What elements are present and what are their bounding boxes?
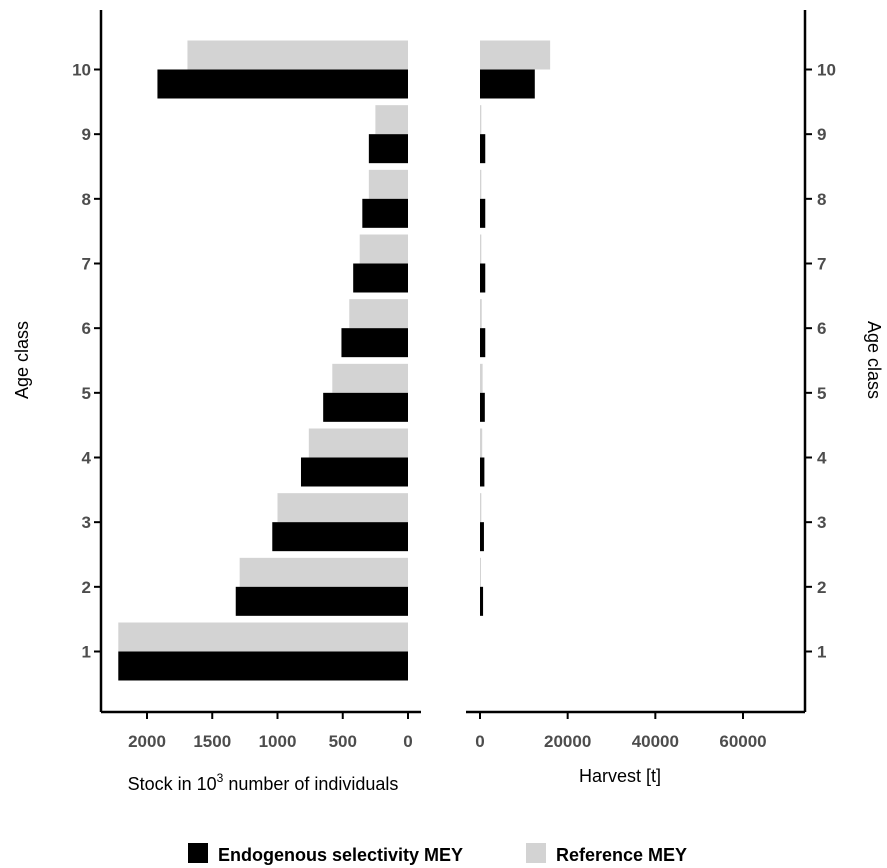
harvest-bar-reference bbox=[480, 105, 482, 135]
harvest-bar-endogenous bbox=[480, 522, 484, 552]
harvest-bar-endogenous bbox=[480, 392, 485, 422]
stock-bar-reference bbox=[308, 428, 408, 458]
harvest-y-tick-label: 1 bbox=[817, 643, 826, 662]
stock-bar-endogenous bbox=[157, 69, 408, 99]
stock-bar-endogenous bbox=[272, 522, 408, 552]
stock-bar-reference bbox=[187, 40, 408, 70]
stock-panel: 1 2 3 4 5 6 7 8 9 10 2000 1500 1000 500 0 bbox=[72, 10, 421, 751]
stock-bar-reference bbox=[277, 493, 408, 523]
stock-bar-reference bbox=[375, 105, 408, 135]
stock-y-tick-label: 4 bbox=[82, 449, 92, 468]
harvest-y-tick-label: 3 bbox=[817, 513, 826, 532]
harvest-bar-reference bbox=[480, 169, 482, 199]
stock-axis-title: Stock in 103 number of individuals bbox=[128, 771, 399, 794]
harvest-x-tick-label: 0 bbox=[475, 732, 484, 751]
stock-bar-endogenous bbox=[362, 198, 408, 228]
right-age-class-label: Age class bbox=[864, 321, 884, 399]
harvest-bar-reference bbox=[480, 299, 482, 329]
harvest-y-tick-label: 9 bbox=[817, 125, 826, 144]
stock-y-tick-label: 7 bbox=[82, 255, 91, 274]
harvest-y-tick-label: 2 bbox=[817, 578, 826, 597]
stock-y-tick-label: 1 bbox=[82, 643, 91, 662]
harvest-bar-reference bbox=[480, 234, 482, 264]
harvest-x-tick-label: 20000 bbox=[544, 732, 591, 751]
legend-label-endogenous: Endogenous selectivity MEY bbox=[218, 845, 463, 865]
harvest-bar-endogenous bbox=[480, 586, 484, 616]
stock-x-tick-label: 1000 bbox=[259, 732, 297, 751]
harvest-bar-endogenous bbox=[480, 457, 485, 487]
stock-y-tick-label: 8 bbox=[82, 190, 91, 209]
legend-swatch-reference bbox=[526, 843, 546, 863]
harvest-bar-endogenous bbox=[480, 134, 486, 164]
stock-y-tick-label: 2 bbox=[82, 578, 91, 597]
harvest-y-tick-label: 6 bbox=[817, 319, 826, 338]
harvest-x-tick-label: 40000 bbox=[632, 732, 679, 751]
stock-x-tick-label: 1500 bbox=[193, 732, 231, 751]
legend: Endogenous selectivity MEY Reference MEY bbox=[188, 843, 687, 865]
harvest-bar-reference bbox=[480, 493, 482, 523]
stock-bar-endogenous bbox=[118, 651, 408, 681]
stock-bar-endogenous bbox=[353, 263, 408, 293]
harvest-axis-title: Harvest [t] bbox=[579, 766, 661, 786]
stock-bar-endogenous bbox=[368, 134, 408, 164]
harvest-bar-reference bbox=[480, 557, 481, 587]
stock-y-tick-label: 10 bbox=[72, 61, 91, 80]
stock-y-tick-label: 9 bbox=[82, 125, 91, 144]
harvest-bar-endogenous bbox=[480, 198, 486, 228]
stock-bar-endogenous bbox=[235, 586, 408, 616]
harvest-bar-endogenous bbox=[480, 69, 535, 99]
harvest-bar-endogenous bbox=[480, 328, 486, 358]
stock-bar-reference bbox=[332, 363, 408, 393]
stock-bar-reference bbox=[359, 234, 408, 264]
stock-y-tick-label: 3 bbox=[82, 513, 91, 532]
stock-y-tick-label: 5 bbox=[82, 384, 91, 403]
harvest-y-tick-label: 7 bbox=[817, 255, 826, 274]
stock-bar-endogenous bbox=[323, 392, 408, 422]
stock-bar-endogenous bbox=[300, 457, 408, 487]
harvest-y-tick-label: 8 bbox=[817, 190, 826, 209]
stock-bar-endogenous bbox=[341, 328, 408, 358]
harvest-bar-endogenous bbox=[480, 263, 486, 293]
harvest-bar-reference bbox=[480, 40, 551, 70]
stock-y-tick-label: 6 bbox=[82, 319, 91, 338]
harvest-y-tick-label: 10 bbox=[817, 61, 836, 80]
harvest-bar-reference bbox=[480, 363, 483, 393]
harvest-panel: 1 2 3 4 5 6 7 8 9 10 0 20000 40000 60000 bbox=[466, 10, 836, 751]
stock-x-tick-label: 500 bbox=[329, 732, 357, 751]
harvest-y-tick-label: 4 bbox=[817, 449, 827, 468]
harvest-x-tick-label: 60000 bbox=[719, 732, 766, 751]
left-age-class-label: Age class bbox=[12, 321, 32, 399]
legend-swatch-endogenous bbox=[188, 843, 208, 863]
stock-bar-reference bbox=[118, 622, 408, 652]
stock-bar-reference bbox=[349, 299, 408, 329]
harvest-y-tick-label: 5 bbox=[817, 384, 826, 403]
harvest-bar-reference bbox=[480, 428, 483, 458]
stock-x-tick-label: 0 bbox=[403, 732, 412, 751]
stock-x-tick-label: 2000 bbox=[128, 732, 166, 751]
stock-bar-reference bbox=[368, 169, 408, 199]
stock-bar-reference bbox=[239, 557, 408, 587]
legend-label-reference: Reference MEY bbox=[556, 845, 687, 865]
